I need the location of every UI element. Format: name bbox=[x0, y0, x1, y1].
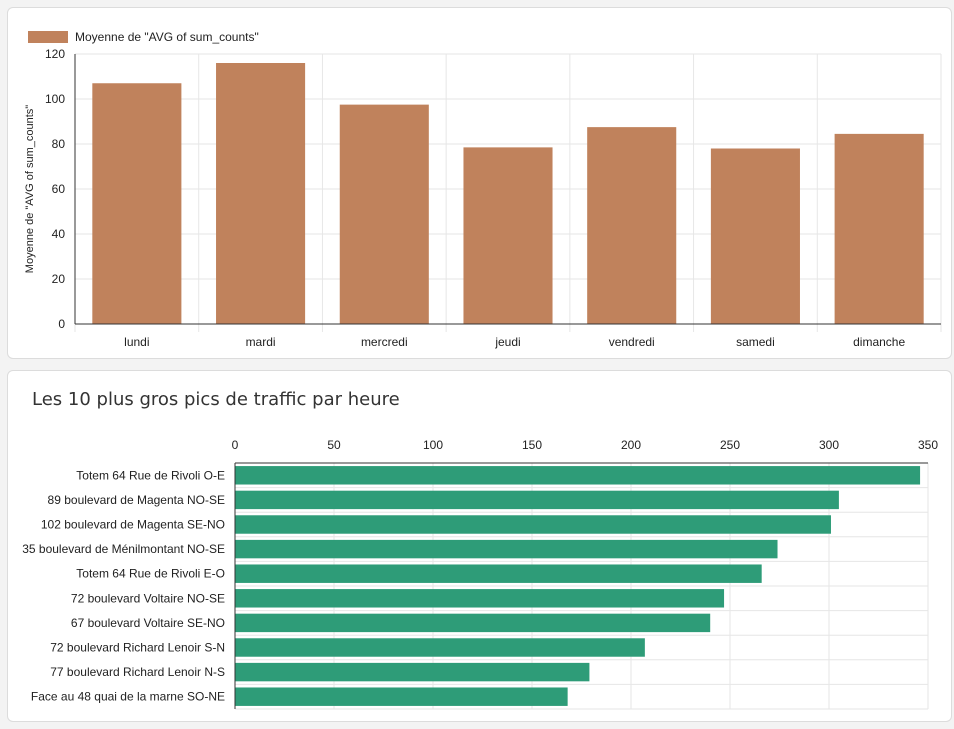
bar bbox=[235, 490, 839, 510]
y-tick-label: 120 bbox=[45, 47, 65, 61]
y-tick-label: 72 boulevard Voltaire NO-SE bbox=[71, 591, 225, 605]
bar bbox=[235, 662, 590, 682]
bar bbox=[235, 466, 921, 485]
y-tick-label: 40 bbox=[52, 227, 66, 241]
y-tick-label: Totem 64 Rue de Rivoli E-O bbox=[76, 567, 225, 581]
bar bbox=[235, 589, 725, 608]
x-tick-label: 250 bbox=[720, 438, 740, 452]
x-tick-label: lundi bbox=[124, 335, 149, 349]
y-tick-label: 67 boulevard Voltaire SE-NO bbox=[71, 616, 225, 630]
x-tick-label: 50 bbox=[327, 438, 341, 452]
y-tick-label: 89 boulevard de Magenta NO-SE bbox=[48, 493, 225, 507]
bar bbox=[235, 515, 831, 534]
x-tick-label: mardi bbox=[246, 335, 276, 349]
x-tick-label: 300 bbox=[819, 438, 839, 452]
y-tick-label: 80 bbox=[52, 137, 66, 151]
y-tick-label: 35 boulevard de Ménilmontant NO-SE bbox=[22, 542, 225, 556]
y-tick-label: 20 bbox=[52, 272, 66, 286]
bar bbox=[235, 613, 711, 633]
y-axis-title: Moyenne de "AVG of sum_counts" bbox=[24, 105, 36, 274]
y-tick-label: 102 boulevard de Magenta SE-NO bbox=[41, 518, 225, 532]
x-tick-label: samedi bbox=[736, 335, 775, 349]
bar bbox=[235, 564, 762, 583]
bar bbox=[834, 133, 924, 324]
y-tick-label: 100 bbox=[45, 92, 65, 106]
y-tick-label: 60 bbox=[52, 182, 66, 196]
x-tick-label: dimanche bbox=[853, 335, 905, 349]
bar bbox=[92, 83, 182, 324]
bar bbox=[463, 147, 553, 324]
x-tick-label: mercredi bbox=[361, 335, 408, 349]
legend-swatch bbox=[28, 31, 68, 43]
x-tick-label: jeudi bbox=[494, 335, 520, 349]
bar bbox=[587, 127, 677, 324]
bar bbox=[235, 687, 568, 706]
y-tick-label: 0 bbox=[58, 317, 65, 331]
bar bbox=[339, 104, 429, 324]
x-tick-label: 350 bbox=[918, 438, 938, 452]
avg-by-weekday-card: Moyenne de "AVG of sum_counts" 0 20 40 60 80 1… bbox=[7, 7, 952, 359]
y-tick-label: 77 boulevard Richard Lenoir N-S bbox=[50, 665, 225, 679]
bar bbox=[710, 148, 800, 324]
legend-label: Moyenne de "AVG of sum_counts" bbox=[75, 30, 259, 44]
bar bbox=[235, 638, 645, 657]
x-tick-label: 150 bbox=[522, 438, 542, 452]
top-traffic-peaks-card: Les 10 plus gros pics de traffic par heu… bbox=[7, 370, 952, 722]
bar bbox=[235, 539, 778, 559]
y-tick-label: 72 boulevard Richard Lenoir S-N bbox=[50, 641, 225, 655]
chart-title: Les 10 plus gros pics de traffic par heu… bbox=[32, 389, 400, 410]
weekday-bar-chart: Moyenne de "AVG of sum_counts" 0 20 40 60 80 1… bbox=[24, 30, 942, 349]
x-tick-label: 200 bbox=[621, 438, 641, 452]
x-tick-label: 100 bbox=[423, 438, 443, 452]
y-tick-label: Face au 48 quai de la marne SO-NE bbox=[31, 690, 225, 704]
x-tick-label: 0 bbox=[232, 438, 239, 452]
x-tick-label: vendredi bbox=[609, 335, 655, 349]
y-tick-label: Totem 64 Rue de Rivoli O-E bbox=[76, 468, 225, 482]
traffic-peaks-bar-chart: 0 50 100 150 200 250 300 350 Totem 64 Rue de Riv… bbox=[22, 438, 938, 710]
bar bbox=[216, 63, 306, 324]
